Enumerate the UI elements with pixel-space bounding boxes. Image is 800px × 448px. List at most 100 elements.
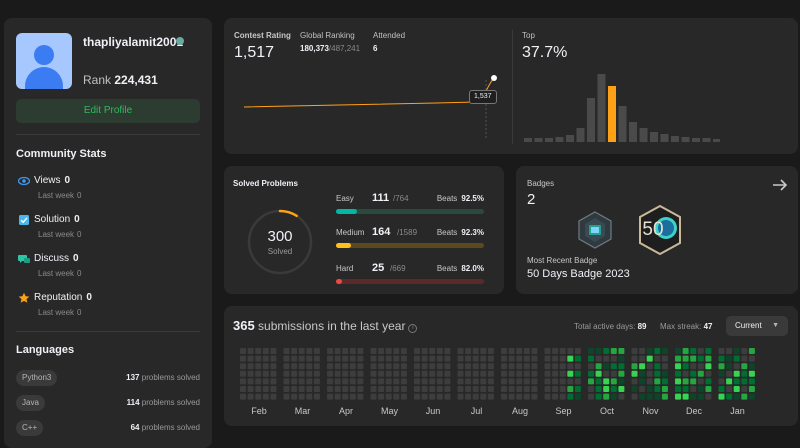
- heatmap-cell[interactable]: [436, 370, 443, 377]
- heatmap-cell[interactable]: [595, 355, 602, 362]
- heatmap-cell[interactable]: [342, 348, 349, 354]
- heatmap-cell[interactable]: [429, 378, 436, 385]
- heatmap-cell[interactable]: [726, 355, 733, 362]
- heatmap-cell[interactable]: [603, 348, 610, 354]
- heatmap-cell[interactable]: [682, 378, 689, 385]
- 50-days-badge-icon[interactable]: 50: [634, 204, 686, 256]
- heatmap-cell[interactable]: [400, 348, 407, 354]
- heatmap-cell[interactable]: [690, 363, 697, 370]
- heatmap-cell[interactable]: [472, 370, 479, 377]
- heatmap-cell[interactable]: [436, 355, 443, 362]
- heatmap-cell[interactable]: [675, 386, 681, 392]
- heatmap-cell[interactable]: [472, 378, 479, 385]
- heatmap-cell[interactable]: [283, 370, 290, 377]
- heatmap-cell[interactable]: [334, 370, 341, 377]
- heatmap-cell[interactable]: [247, 355, 254, 362]
- heatmap-cell[interactable]: [748, 370, 755, 377]
- heatmap-cell[interactable]: [552, 363, 559, 370]
- heatmap-cell[interactable]: [501, 355, 507, 362]
- heatmap-cell[interactable]: [349, 393, 356, 400]
- heatmap-cell[interactable]: [298, 355, 305, 362]
- heatmap-cell[interactable]: [508, 378, 515, 385]
- heatmap-cell[interactable]: [400, 355, 407, 362]
- heatmap-cell[interactable]: [690, 370, 697, 377]
- heatmap-cell[interactable]: [646, 348, 653, 354]
- heatmap-cell[interactable]: [661, 386, 668, 392]
- heatmap-cell[interactable]: [327, 355, 333, 362]
- heatmap-cell[interactable]: [247, 378, 254, 385]
- heatmap-cell[interactable]: [283, 393, 290, 400]
- heatmap-cell[interactable]: [639, 363, 646, 370]
- heatmap-cell[interactable]: [741, 363, 748, 370]
- heatmap-cell[interactable]: [255, 355, 262, 362]
- heatmap-cell[interactable]: [559, 378, 566, 385]
- heatmap-cell[interactable]: [487, 355, 494, 362]
- heatmap-cell[interactable]: [480, 355, 487, 362]
- heatmap-cell[interactable]: [487, 393, 494, 400]
- heatmap-cell[interactable]: [705, 363, 712, 370]
- heatmap-cell[interactable]: [298, 386, 305, 392]
- heatmap-cell[interactable]: [631, 386, 638, 392]
- heatmap-cell[interactable]: [357, 348, 364, 354]
- heatmap-cell[interactable]: [690, 393, 697, 400]
- heatmap-cell[interactable]: [247, 370, 254, 377]
- heatmap-cell[interactable]: [697, 393, 704, 400]
- heatmap-cell[interactable]: [283, 348, 290, 354]
- heatmap-cell[interactable]: [588, 370, 594, 377]
- heatmap-cell[interactable]: [421, 348, 428, 354]
- heatmap-cell[interactable]: [567, 355, 574, 362]
- heatmap-cell[interactable]: [595, 386, 602, 392]
- heatmap-cell[interactable]: [400, 363, 407, 370]
- heatmap-cell[interactable]: [342, 370, 349, 377]
- heatmap-cell[interactable]: [733, 393, 740, 400]
- heatmap-cell[interactable]: [603, 355, 610, 362]
- heatmap-cell[interactable]: [357, 393, 364, 400]
- heatmap-cell[interactable]: [588, 355, 594, 362]
- heatmap-cell[interactable]: [559, 363, 566, 370]
- heatmap-cell[interactable]: [675, 355, 681, 362]
- heatmap-cell[interactable]: [654, 386, 661, 392]
- heatmap-cell[interactable]: [291, 393, 298, 400]
- heatmap-cell[interactable]: [240, 386, 246, 392]
- heatmap-cell[interactable]: [480, 378, 487, 385]
- heatmap-cell[interactable]: [400, 370, 407, 377]
- heatmap-cell[interactable]: [480, 386, 487, 392]
- heatmap-cell[interactable]: [574, 386, 581, 392]
- heatmap-cell[interactable]: [603, 363, 610, 370]
- heatmap-cell[interactable]: [385, 355, 392, 362]
- heatmap-cell[interactable]: [429, 370, 436, 377]
- heatmap-cell[interactable]: [559, 355, 566, 362]
- heatmap-cell[interactable]: [567, 363, 574, 370]
- heatmap-cell[interactable]: [270, 363, 277, 370]
- heatmap-cell[interactable]: [544, 386, 551, 392]
- heatmap-cell[interactable]: [429, 355, 436, 362]
- heatmap-cell[interactable]: [414, 393, 420, 400]
- heatmap-cell[interactable]: [508, 348, 515, 354]
- heatmap-cell[interactable]: [501, 370, 507, 377]
- heatmap-cell[interactable]: [313, 355, 320, 362]
- heatmap-cell[interactable]: [334, 386, 341, 392]
- heatmap-cell[interactable]: [741, 393, 748, 400]
- heatmap-cell[interactable]: [444, 393, 451, 400]
- heatmap-cell[interactable]: [726, 363, 733, 370]
- heatmap-cell[interactable]: [298, 393, 305, 400]
- heatmap-cell[interactable]: [654, 348, 661, 354]
- heatmap-cell[interactable]: [385, 378, 392, 385]
- heatmap-cell[interactable]: [313, 370, 320, 377]
- heatmap-cell[interactable]: [705, 386, 712, 392]
- heatmap-cell[interactable]: [646, 378, 653, 385]
- heatmap-cell[interactable]: [610, 378, 617, 385]
- heatmap-cell[interactable]: [552, 355, 559, 362]
- heatmap-cell[interactable]: [618, 355, 625, 362]
- heatmap-cell[interactable]: [429, 363, 436, 370]
- heatmap-cell[interactable]: [262, 355, 269, 362]
- heatmap-cell[interactable]: [487, 386, 494, 392]
- heatmap-cell[interactable]: [385, 370, 392, 377]
- heatmap-cell[interactable]: [516, 355, 523, 362]
- heatmap-cell[interactable]: [516, 378, 523, 385]
- heatmap-cell[interactable]: [661, 355, 668, 362]
- heatmap-cell[interactable]: [421, 378, 428, 385]
- heatmap-cell[interactable]: [385, 348, 392, 354]
- heatmap-cell[interactable]: [240, 370, 246, 377]
- heatmap-cell[interactable]: [733, 348, 740, 354]
